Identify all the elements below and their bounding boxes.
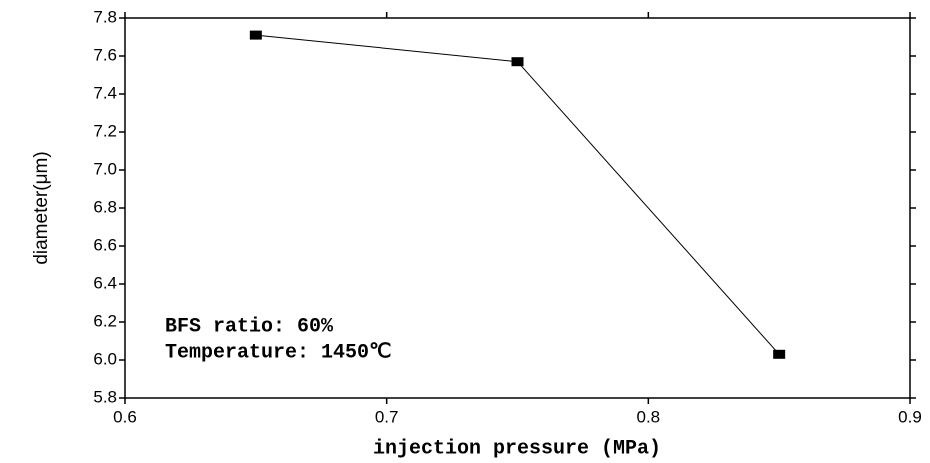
annotation: Temperature: 1450℃ <box>165 341 392 364</box>
y-tick-label: 7.4 <box>93 83 117 102</box>
x-axis-label: injection pressure (MPa) <box>373 437 661 460</box>
x-tick-label: 0.7 <box>375 407 399 426</box>
y-axis-label: diameter(μm) <box>31 151 52 264</box>
x-tick-label: 0.9 <box>898 407 922 426</box>
y-tick-label: 7.8 <box>93 7 117 26</box>
x-tick-label: 0.6 <box>113 407 137 426</box>
marker <box>249 30 262 40</box>
y-tick-label: 6.4 <box>93 273 117 292</box>
annotation: BFS ratio: 60% <box>165 315 334 338</box>
marker <box>773 349 786 359</box>
y-tick-label: 7.6 <box>93 45 117 64</box>
y-tick-label: 5.8 <box>93 387 117 406</box>
line <box>255 34 780 355</box>
y-tick-label: 6.8 <box>93 197 117 216</box>
y-tick-label: 7.0 <box>93 159 117 178</box>
marker <box>511 57 524 67</box>
y-tick-label: 6.0 <box>93 349 117 368</box>
y-tick-label: 6.2 <box>93 311 117 330</box>
y-tick-label: 7.2 <box>93 121 117 140</box>
y-tick-label: 6.6 <box>93 235 117 254</box>
x-tick-label: 0.8 <box>637 407 661 426</box>
